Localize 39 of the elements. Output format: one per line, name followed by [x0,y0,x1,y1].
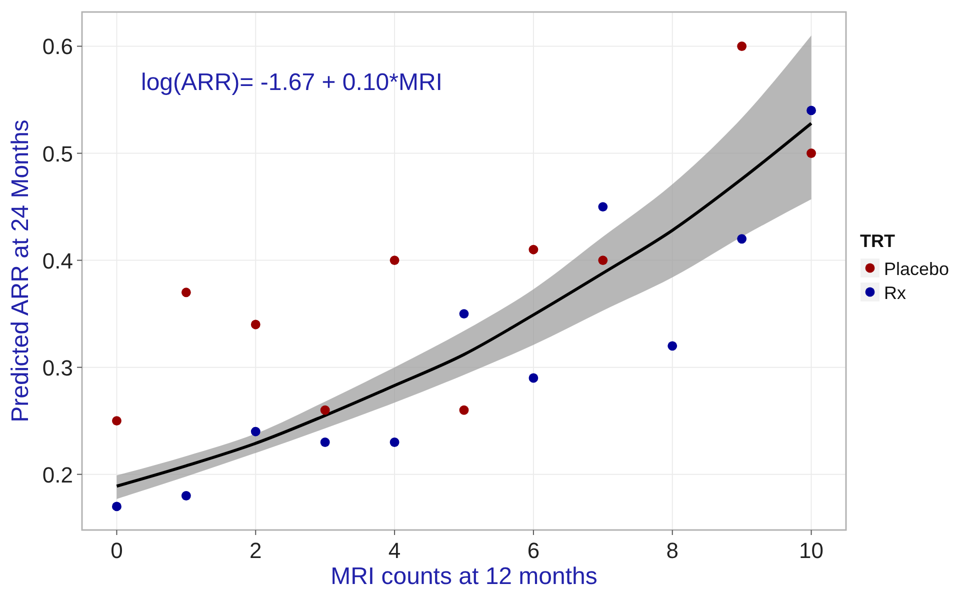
x-tick-label: 2 [250,538,262,563]
point [112,502,122,512]
x-tick-label: 10 [799,538,824,563]
point [737,234,747,244]
annotation: log(ARR)= -1.67 + 0.10*MRI [141,69,442,96]
point [598,202,608,212]
point [806,148,816,158]
legend-label: Placebo [884,259,950,279]
point [806,106,816,116]
y-tick-label: 0.3 [42,355,73,380]
y-tick-label: 0.4 [42,248,73,274]
x-tick-label: 6 [527,538,540,563]
legend-title: TRT [860,231,895,251]
line-series [115,122,813,488]
point [528,373,538,383]
point [250,426,260,436]
x-tick-label: 4 [388,538,401,563]
point [737,42,747,51]
point [459,309,469,319]
legend-label: Rx [884,283,906,303]
point [459,405,469,415]
x-axis-title: MRI counts at 12 months [330,563,598,590]
point [250,320,260,330]
point [668,341,678,351]
point [320,405,330,415]
point [181,288,191,298]
point [598,256,608,266]
x-tick-label: 0 [110,538,123,563]
y-tick-label: 0.2 [42,462,73,488]
point [181,491,191,500]
y-axis-title: Predicted ARR at 24 Months [7,120,34,422]
y-tick-label: 0.6 [42,34,73,60]
point [112,416,122,426]
y-tick-label: 0.5 [42,141,73,166]
point [390,256,400,266]
point [528,244,538,254]
x-tick-label: 8 [666,538,678,563]
point [320,438,330,447]
point [390,438,400,447]
